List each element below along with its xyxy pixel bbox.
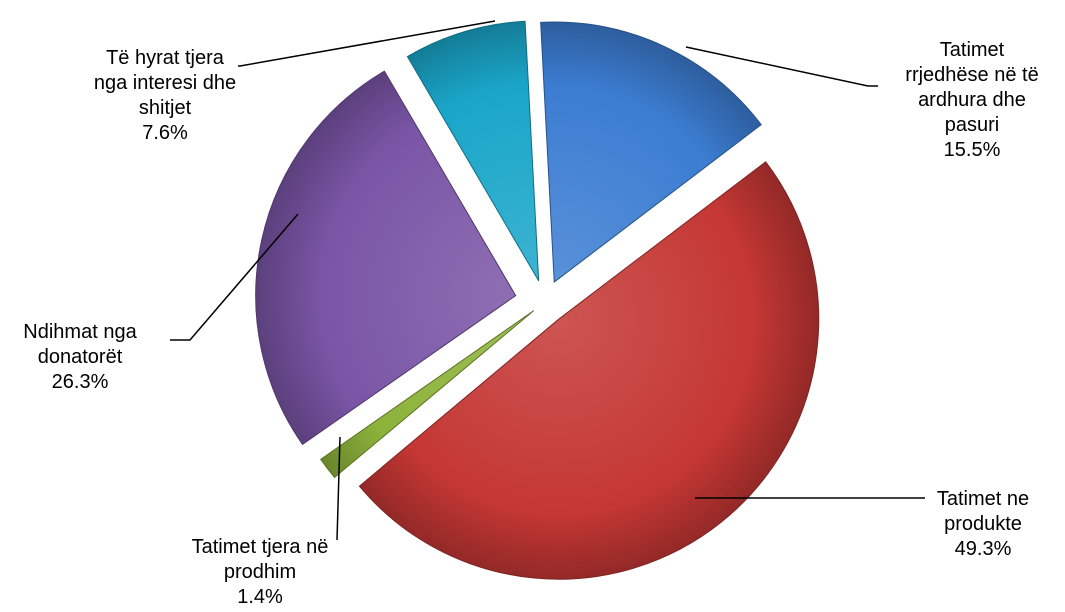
leader-line: [336, 436, 341, 541]
pie-slices: [255, 20, 820, 580]
slice-category-label: donatorët: [38, 346, 123, 368]
pie-slice: [406, 20, 540, 282]
pie-slice: [540, 21, 762, 284]
slice-category-label: produkte: [944, 513, 1022, 535]
slice-category-label: Tatimet: [940, 39, 1005, 61]
leader-lines: [170, 20, 925, 541]
slice-category-label: shitjet: [139, 97, 192, 119]
slice-label: Ndihmat nga donatorët 26.3%: [23, 321, 137, 393]
slice-label: Të hyrat tjera nga interesi dhe shitjet 7.6…: [94, 47, 236, 144]
slice-category-label: Ndihmat nga: [23, 321, 137, 343]
leader-line: [685, 46, 878, 87]
leader-line: [170, 213, 299, 341]
slice-category-label: Të hyrat tjera: [106, 47, 225, 69]
slice-value-label: 7.6%: [142, 122, 188, 144]
slice-value-label: 1.4%: [237, 586, 283, 608]
slice-category-label: ardhura dhe: [918, 89, 1026, 111]
slice-category-label: Tatimet tjera në: [192, 536, 329, 558]
slice-category-label: pasuri: [945, 114, 999, 136]
leader-line: [238, 20, 496, 67]
slice-labels: Tatimet rrjedhëse në të ardhura dhe pasuri 1…: [23, 39, 1038, 608]
slice-label: Tatimet ne produkte 49.3%: [937, 488, 1029, 560]
pie-slice: [255, 70, 517, 446]
slice-value-label: 49.3%: [955, 538, 1012, 560]
slice-category-label: rrjedhëse në të: [905, 64, 1038, 86]
slice-label: Tatimet tjera në prodhim 1.4%: [192, 536, 329, 608]
slice-category-label: prodhim: [224, 561, 296, 583]
slice-category-label: nga interesi dhe: [94, 72, 236, 94]
slice-value-label: 15.5%: [944, 139, 1001, 161]
pie-slice: [358, 161, 820, 580]
slice-category-label: Tatimet ne: [937, 488, 1029, 510]
pie-slice: [319, 310, 535, 479]
slice-value-label: 26.3%: [52, 371, 109, 393]
slice-label: Tatimet rrjedhëse në të ardhura dhe pasuri 1…: [905, 39, 1038, 161]
